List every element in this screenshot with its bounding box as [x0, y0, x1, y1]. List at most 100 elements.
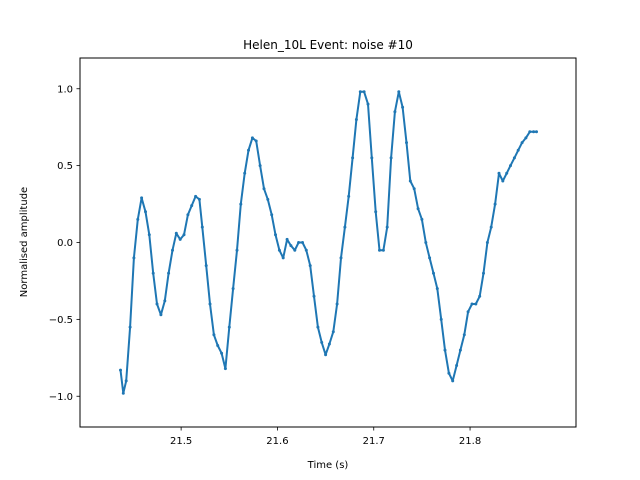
data-point — [451, 379, 455, 383]
data-point — [239, 202, 243, 206]
data-point — [335, 302, 339, 306]
data-point — [493, 202, 497, 206]
data-point — [235, 248, 239, 252]
data-point — [443, 348, 447, 352]
data-point — [501, 179, 505, 183]
data-point — [347, 194, 351, 198]
data-point — [128, 325, 132, 329]
data-point — [190, 204, 194, 208]
y-axis-title: Normalised amplitude — [19, 187, 30, 297]
y-tick-label: 1.0 — [57, 84, 73, 95]
y-tick-label: 0.5 — [57, 161, 73, 172]
data-point — [482, 271, 485, 275]
data-point — [397, 90, 401, 94]
data-point — [254, 139, 258, 143]
data-point — [124, 379, 128, 383]
y-tick-label: −1.0 — [49, 392, 73, 403]
data-point — [362, 90, 366, 94]
x-tick-label: 21.6 — [266, 436, 288, 447]
y-tick-label: 0.0 — [57, 238, 73, 249]
data-point — [163, 299, 167, 303]
x-tick-label: 21.5 — [170, 436, 192, 447]
data-point — [385, 225, 389, 229]
data-point — [208, 302, 212, 306]
data-point — [516, 148, 520, 152]
data-point — [182, 233, 186, 237]
data-point — [147, 233, 151, 237]
data-point — [327, 342, 331, 346]
data-point — [370, 156, 374, 160]
data-point — [220, 351, 224, 355]
data-point — [497, 171, 501, 175]
data-point — [528, 130, 532, 134]
data-point — [405, 141, 408, 145]
x-axis-title: Time (s) — [307, 460, 349, 471]
data-point — [174, 231, 178, 235]
data-point — [151, 271, 155, 275]
data-point — [489, 225, 493, 229]
data-point — [178, 237, 182, 241]
data-point — [258, 164, 262, 168]
data-point — [470, 302, 474, 306]
data-point — [343, 225, 347, 229]
data-point — [281, 256, 285, 260]
data-point — [512, 156, 516, 160]
data-point — [420, 217, 424, 221]
data-point — [297, 241, 301, 244]
data-point — [204, 264, 208, 268]
data-point — [121, 391, 125, 395]
x-axis: 21.5 21.6 21.7 21.8 — [170, 427, 481, 447]
data-point — [466, 310, 470, 314]
data-point — [194, 194, 198, 198]
data-point — [505, 171, 509, 175]
data-point — [227, 325, 231, 329]
data-point — [301, 241, 304, 244]
data-point — [509, 164, 512, 168]
data-point — [243, 171, 247, 175]
data-point — [324, 353, 328, 357]
data-point — [432, 271, 435, 275]
data-point — [250, 136, 254, 140]
data-point — [155, 302, 159, 306]
data-point — [462, 333, 466, 337]
data-point — [212, 333, 216, 337]
y-axis: 1.0 0.5 0.0 −0.5 −1.0 — [49, 84, 80, 403]
data-point — [455, 364, 459, 367]
data-point — [247, 148, 250, 152]
data-point — [458, 348, 462, 352]
data-point — [274, 233, 277, 237]
data-point — [308, 264, 312, 268]
data-point — [331, 330, 335, 334]
data-point — [136, 217, 140, 221]
data-point — [277, 248, 281, 252]
data-point — [171, 248, 174, 252]
data-point — [354, 118, 358, 121]
data-point — [535, 130, 538, 134]
data-point — [200, 225, 204, 229]
x-tick-label: 21.7 — [363, 436, 385, 447]
data-point — [424, 241, 428, 244]
data-point — [167, 271, 171, 275]
data-point — [285, 237, 289, 241]
data-point — [231, 287, 235, 291]
data-point — [197, 197, 201, 201]
data-point — [428, 256, 432, 260]
data-point — [478, 294, 482, 298]
data-point — [316, 325, 320, 329]
data-point — [312, 294, 316, 298]
data-point — [520, 141, 524, 145]
data-point — [144, 210, 147, 214]
data-point — [339, 256, 343, 260]
data-point — [378, 248, 381, 252]
data-point — [532, 130, 536, 134]
data-point — [358, 90, 362, 94]
axes-frame — [79, 57, 577, 428]
data-point — [524, 136, 528, 140]
data-point — [223, 367, 227, 371]
data-point — [216, 344, 220, 347]
data-point — [132, 256, 136, 260]
data-point — [416, 207, 420, 211]
data-point — [159, 313, 163, 317]
data-point — [393, 110, 397, 114]
